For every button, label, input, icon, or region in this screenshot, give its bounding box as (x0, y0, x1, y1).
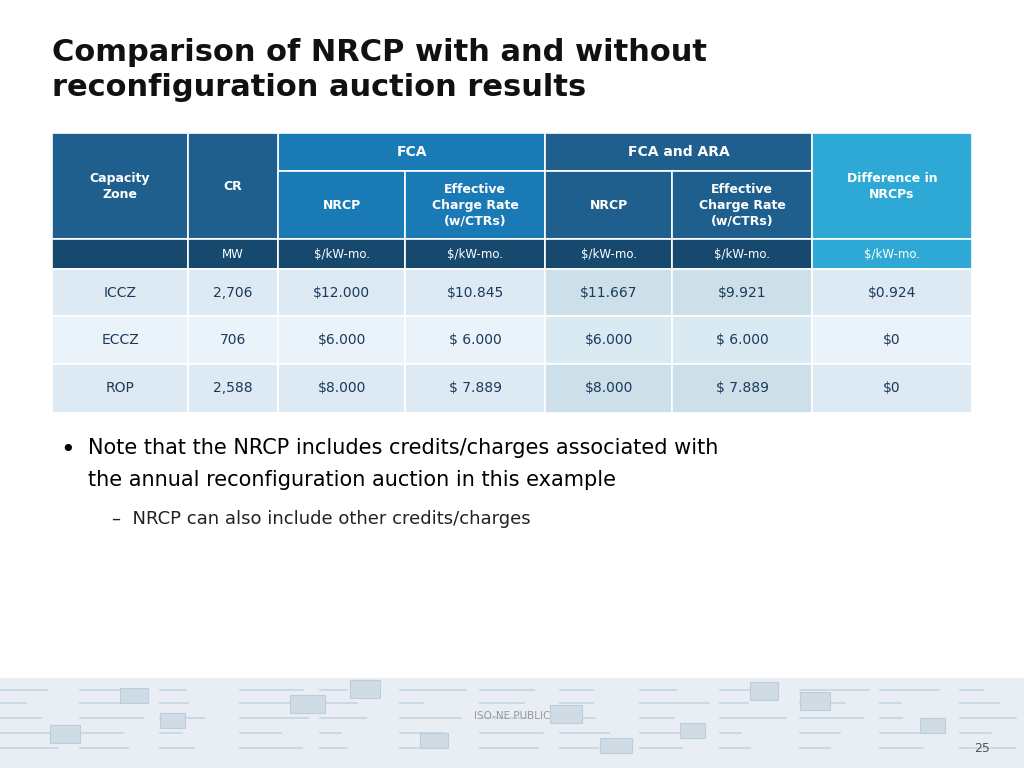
Text: $/kW-mo.: $/kW-mo. (581, 247, 637, 260)
Bar (812, 133, 972, 240)
Text: CR: CR (224, 180, 243, 193)
Text: ECCZ: ECCZ (101, 333, 139, 347)
Bar (290, 695, 325, 713)
Text: $/kW-mo.: $/kW-mo. (714, 247, 770, 260)
Bar (750, 682, 778, 700)
Bar (279, 133, 545, 170)
Text: $6.000: $6.000 (317, 333, 366, 347)
Text: 25: 25 (974, 741, 990, 754)
Text: NRCP: NRCP (323, 199, 360, 212)
Bar (545, 269, 672, 316)
Bar (545, 133, 812, 170)
Bar (350, 680, 380, 698)
Bar (0, 678, 1024, 768)
Bar (420, 733, 449, 748)
Bar (812, 269, 972, 316)
Bar (50, 725, 80, 743)
Bar (545, 170, 672, 240)
Text: $ 7.889: $ 7.889 (449, 382, 502, 396)
Bar (600, 738, 632, 753)
Bar (550, 705, 582, 723)
Bar (406, 316, 545, 364)
Bar (680, 723, 705, 738)
Text: $8.000: $8.000 (317, 382, 366, 396)
Text: 2,588: 2,588 (213, 382, 253, 396)
Bar (188, 240, 279, 269)
Text: reconfiguration auction results: reconfiguration auction results (52, 73, 587, 102)
Bar (279, 316, 406, 364)
Bar (188, 269, 279, 316)
Bar (672, 269, 812, 316)
Text: $12.000: $12.000 (313, 286, 371, 300)
Text: ISO-NE PUBLIC: ISO-NE PUBLIC (474, 711, 550, 721)
Bar (279, 364, 406, 413)
Text: ROP: ROP (105, 382, 134, 396)
Text: $ 7.889: $ 7.889 (716, 382, 768, 396)
Bar (52, 133, 188, 240)
Text: Effective
Charge Rate
(w/CTRs): Effective Charge Rate (w/CTRs) (698, 183, 785, 227)
Bar (279, 170, 406, 240)
Bar (279, 240, 406, 269)
Text: Difference in
NRCPs: Difference in NRCPs (847, 172, 937, 200)
Bar (52, 269, 188, 316)
Text: ICCZ: ICCZ (103, 286, 136, 300)
Text: $6.000: $6.000 (585, 333, 633, 347)
Bar (672, 364, 812, 413)
Bar (406, 269, 545, 316)
Bar (406, 364, 545, 413)
Text: MW: MW (222, 247, 244, 260)
Text: $ 6.000: $ 6.000 (716, 333, 768, 347)
Text: 706: 706 (220, 333, 247, 347)
Bar (52, 240, 188, 269)
Text: $/kW-mo.: $/kW-mo. (313, 247, 370, 260)
Bar (160, 713, 185, 728)
Bar (52, 316, 188, 364)
Bar (406, 240, 545, 269)
Bar (188, 133, 279, 240)
Bar (800, 692, 830, 710)
Text: 2,706: 2,706 (213, 286, 253, 300)
Text: –  NRCP can also include other credits/charges: – NRCP can also include other credits/ch… (112, 510, 530, 528)
Text: •: • (60, 438, 75, 462)
Text: $8.000: $8.000 (585, 382, 633, 396)
Bar (545, 240, 672, 269)
Text: $11.667: $11.667 (580, 286, 637, 300)
Bar (545, 364, 672, 413)
Bar (188, 316, 279, 364)
Text: Capacity
Zone: Capacity Zone (90, 172, 151, 200)
Bar (672, 170, 812, 240)
Text: NRCP: NRCP (590, 199, 628, 212)
Bar (672, 316, 812, 364)
Text: $ 6.000: $ 6.000 (449, 333, 502, 347)
Bar (672, 240, 812, 269)
Text: $10.845: $10.845 (446, 286, 504, 300)
Text: FCA and ARA: FCA and ARA (628, 145, 729, 159)
Bar (52, 364, 188, 413)
Text: Note that the NRCP includes credits/charges associated with: Note that the NRCP includes credits/char… (88, 438, 719, 458)
Bar (120, 688, 148, 703)
Text: $/kW-mo.: $/kW-mo. (864, 247, 920, 260)
Text: Comparison of NRCP with and without: Comparison of NRCP with and without (52, 38, 707, 67)
Text: $/kW-mo.: $/kW-mo. (447, 247, 503, 260)
Bar (406, 170, 545, 240)
Bar (812, 240, 972, 269)
Bar (188, 364, 279, 413)
Bar (545, 316, 672, 364)
Text: $0.924: $0.924 (867, 286, 916, 300)
Text: $0: $0 (883, 333, 901, 347)
Bar (812, 364, 972, 413)
Bar (812, 316, 972, 364)
Text: FCA: FCA (396, 145, 427, 159)
Text: $9.921: $9.921 (718, 286, 766, 300)
Text: Effective
Charge Rate
(w/CTRs): Effective Charge Rate (w/CTRs) (432, 183, 518, 227)
Text: the annual reconfiguration auction in this example: the annual reconfiguration auction in th… (88, 470, 616, 490)
Bar (920, 718, 945, 733)
Text: $0: $0 (883, 382, 901, 396)
Bar (279, 269, 406, 316)
